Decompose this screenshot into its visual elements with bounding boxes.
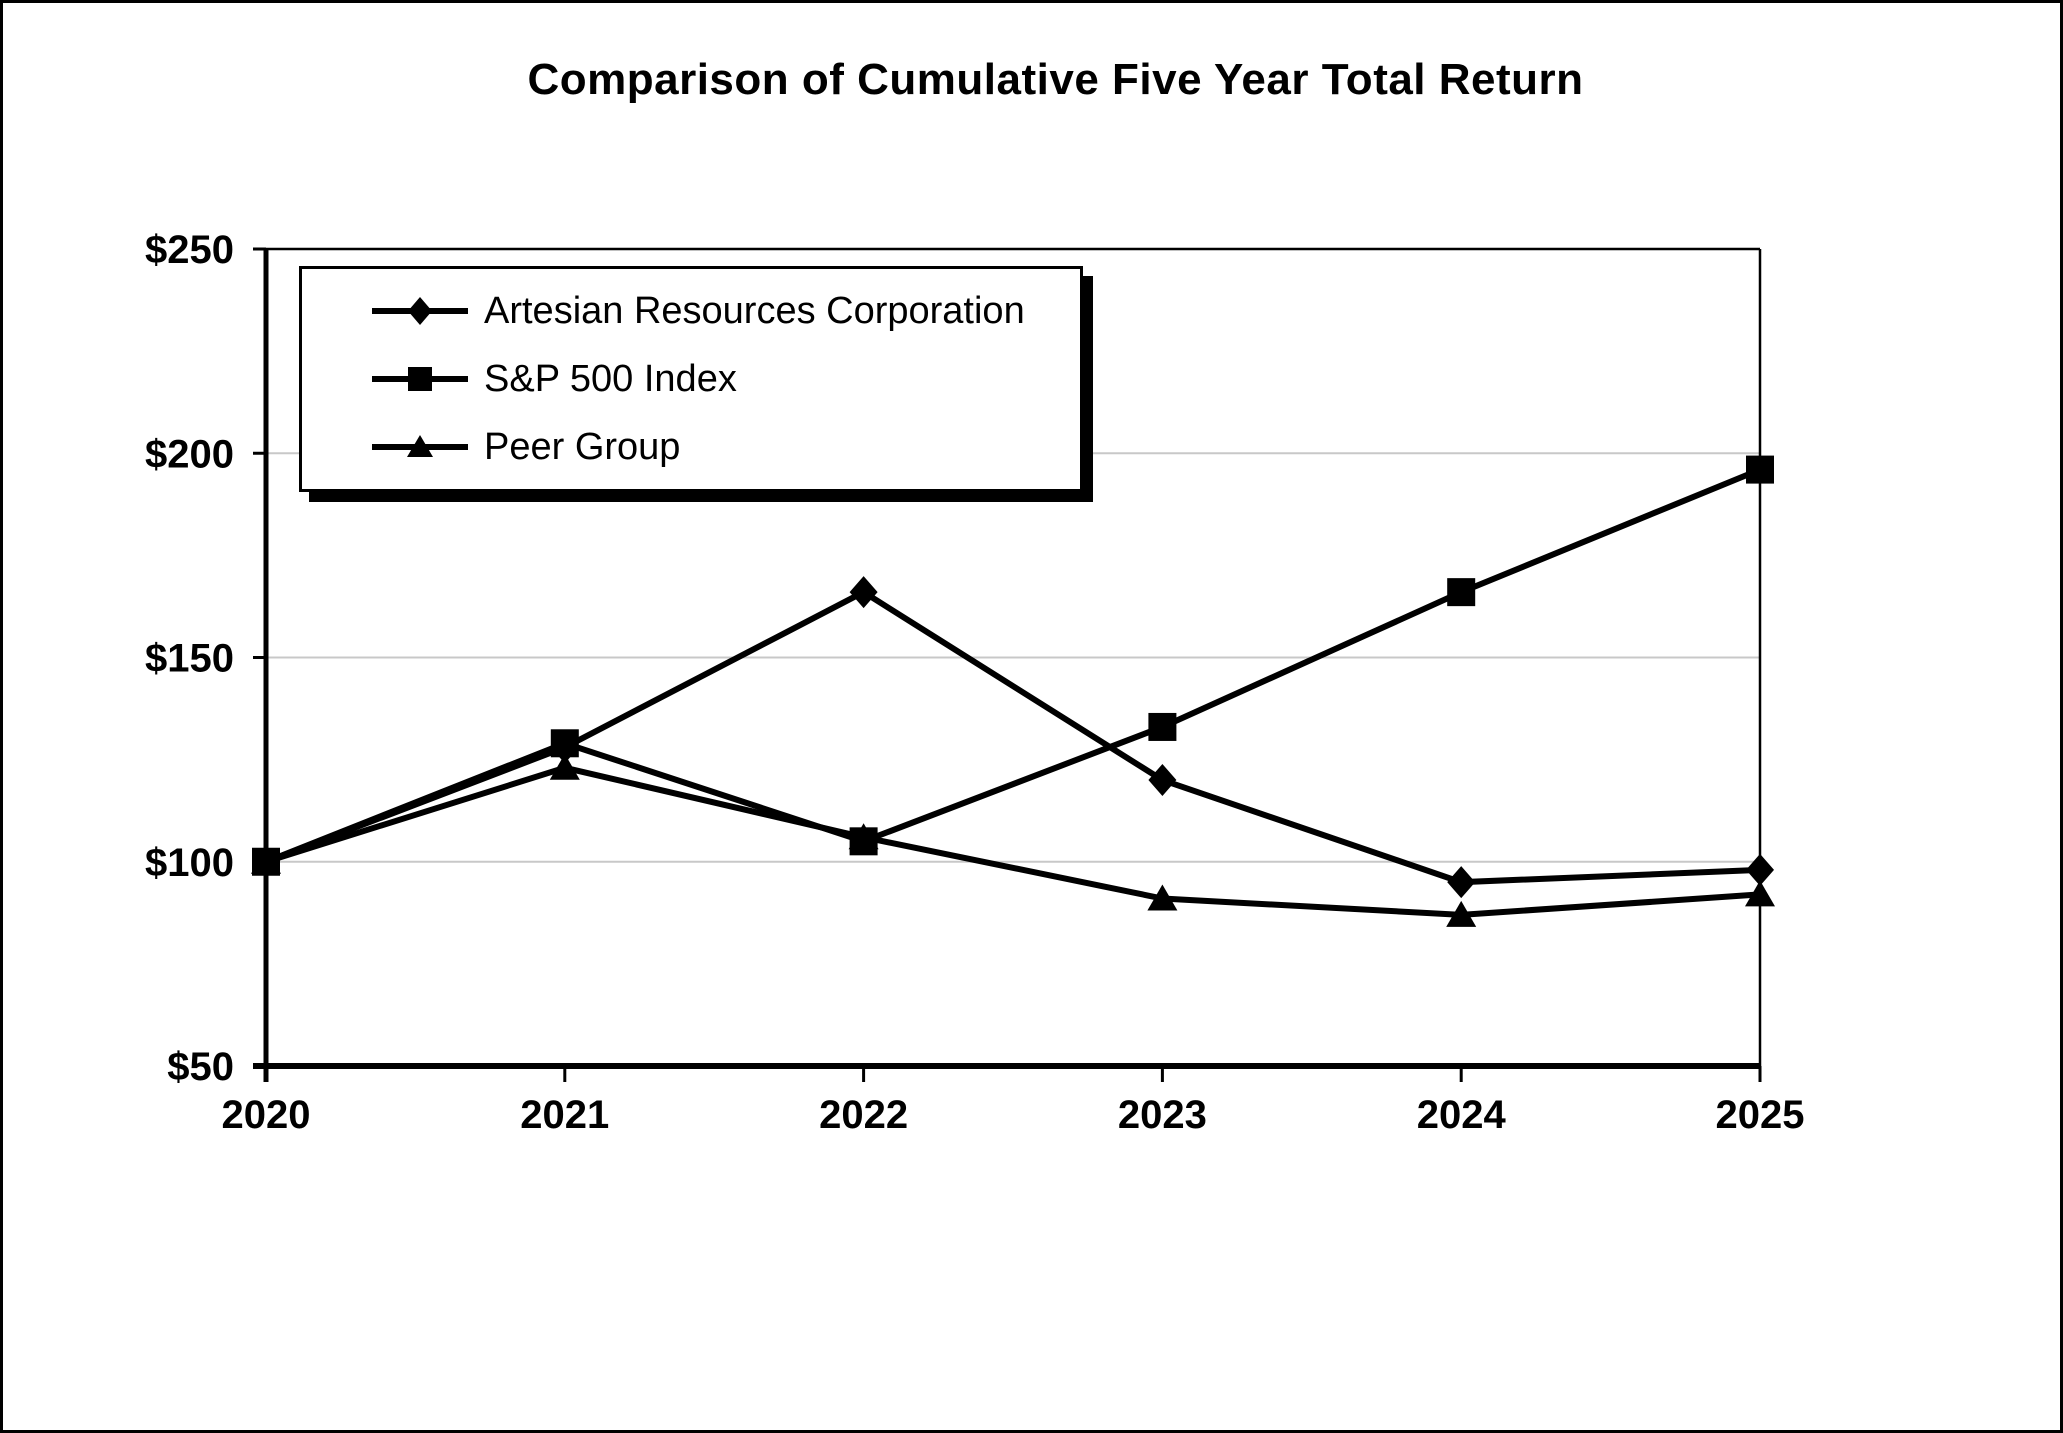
x-tick-label: 2021 <box>520 1093 609 1137</box>
y-tick-label: $200 <box>145 432 234 476</box>
series-square <box>252 455 1774 876</box>
data-point-marker-diamond <box>1148 764 1177 797</box>
legend-item-triangle: Peer Group <box>372 425 1070 469</box>
chart-title: Comparison of Cumulative Five Year Total… <box>527 55 1584 104</box>
data-point-marker-square <box>550 729 579 758</box>
legend-swatch-diamond-icon <box>372 297 468 325</box>
legend: Artesian Resources Corporation S&P 500 In… <box>299 266 1083 492</box>
x-tick-label: 2025 <box>1716 1093 1805 1137</box>
y-tick-label: $250 <box>145 228 234 272</box>
series-line-square <box>264 466 1762 865</box>
data-point-marker-triangle <box>1745 880 1775 907</box>
x-tick-label: 2020 <box>222 1093 311 1137</box>
data-point-marker-triangle <box>549 753 580 780</box>
data-point-marker-diamond <box>849 576 878 609</box>
legend-marker-triangle-icon <box>407 435 433 457</box>
x-tick-label: 2023 <box>1118 1093 1207 1137</box>
legend-item-diamond: Artesian Resources Corporation <box>372 289 1070 333</box>
legend-label: Peer Group <box>484 426 681 468</box>
series-line-triangle <box>265 764 1761 918</box>
legend-item-square: S&P 500 Index <box>372 357 1070 401</box>
legend-marker-diamond-icon <box>408 297 432 325</box>
x-tick-label: 2022 <box>819 1093 908 1137</box>
legend-swatch-triangle-icon <box>372 435 468 457</box>
y-tick-label: $50 <box>167 1045 234 1089</box>
data-point-marker-diamond <box>1746 853 1774 886</box>
data-point-marker-triangle <box>1147 884 1178 911</box>
legend-label: S&P 500 Index <box>484 358 737 400</box>
data-point-marker-square <box>849 827 878 856</box>
legend-label: Artesian Resources Corporation <box>484 290 1025 332</box>
data-point-marker-square <box>252 847 280 876</box>
data-point-marker-square <box>1148 712 1177 741</box>
series-line-diamond <box>264 588 1761 886</box>
x-tick-label: 2024 <box>1417 1093 1507 1137</box>
legend-swatch-square-icon <box>372 367 468 391</box>
y-tick-label: $100 <box>145 841 234 885</box>
data-point-marker-square <box>1746 455 1774 484</box>
data-point-marker-square <box>1447 578 1476 607</box>
y-tick-label: $150 <box>145 637 234 681</box>
series-diamond <box>252 576 1774 899</box>
data-point-marker-diamond <box>1447 866 1476 899</box>
legend-marker-square-icon <box>408 367 432 391</box>
data-point-marker-triangle <box>1446 900 1477 927</box>
